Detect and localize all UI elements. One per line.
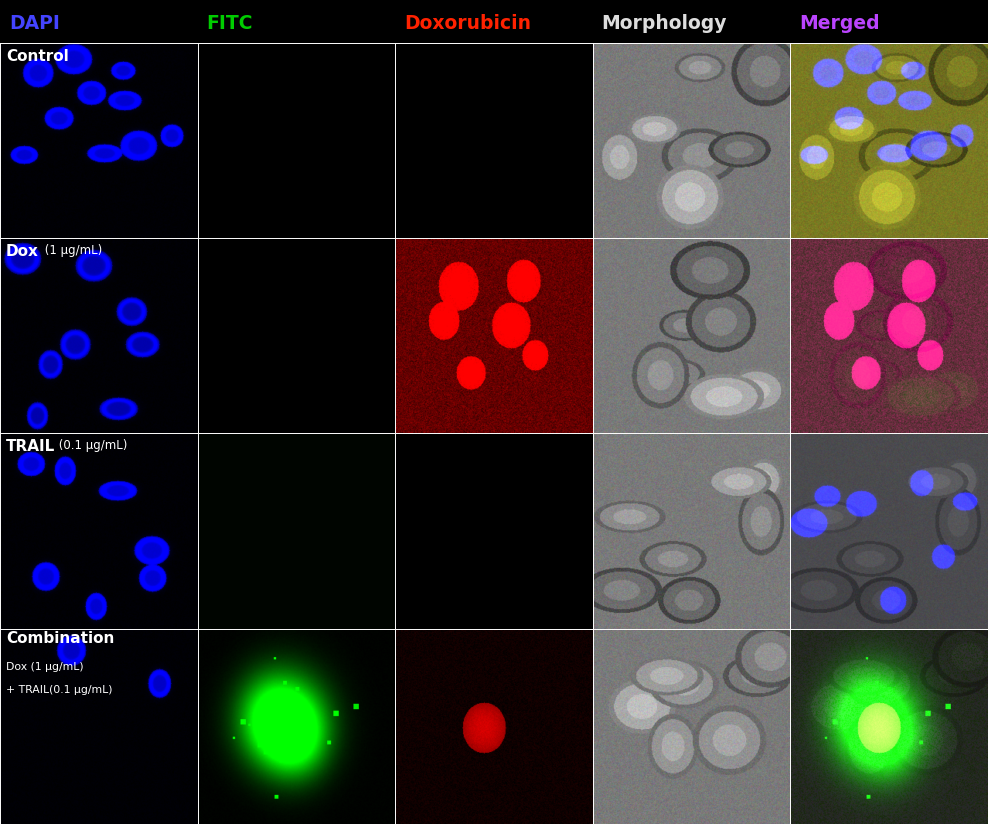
Text: (1 μg/mL): (1 μg/mL)	[41, 244, 103, 257]
Text: + TRAIL(0.1 μg/mL): + TRAIL(0.1 μg/mL)	[6, 686, 113, 695]
Text: TRAIL: TRAIL	[6, 439, 55, 454]
Text: Morphology: Morphology	[602, 14, 727, 33]
Text: Dox (1 μg/mL): Dox (1 μg/mL)	[6, 662, 84, 672]
Text: FITC: FITC	[206, 14, 253, 33]
Text: Merged: Merged	[799, 14, 880, 33]
Text: (0.1 μg/mL): (0.1 μg/mL)	[55, 439, 127, 452]
Text: Combination: Combination	[6, 630, 115, 646]
Text: DAPI: DAPI	[9, 14, 59, 33]
Text: Dox: Dox	[6, 244, 39, 259]
Text: Control: Control	[6, 49, 69, 63]
Text: Doxorubicin: Doxorubicin	[404, 14, 532, 33]
